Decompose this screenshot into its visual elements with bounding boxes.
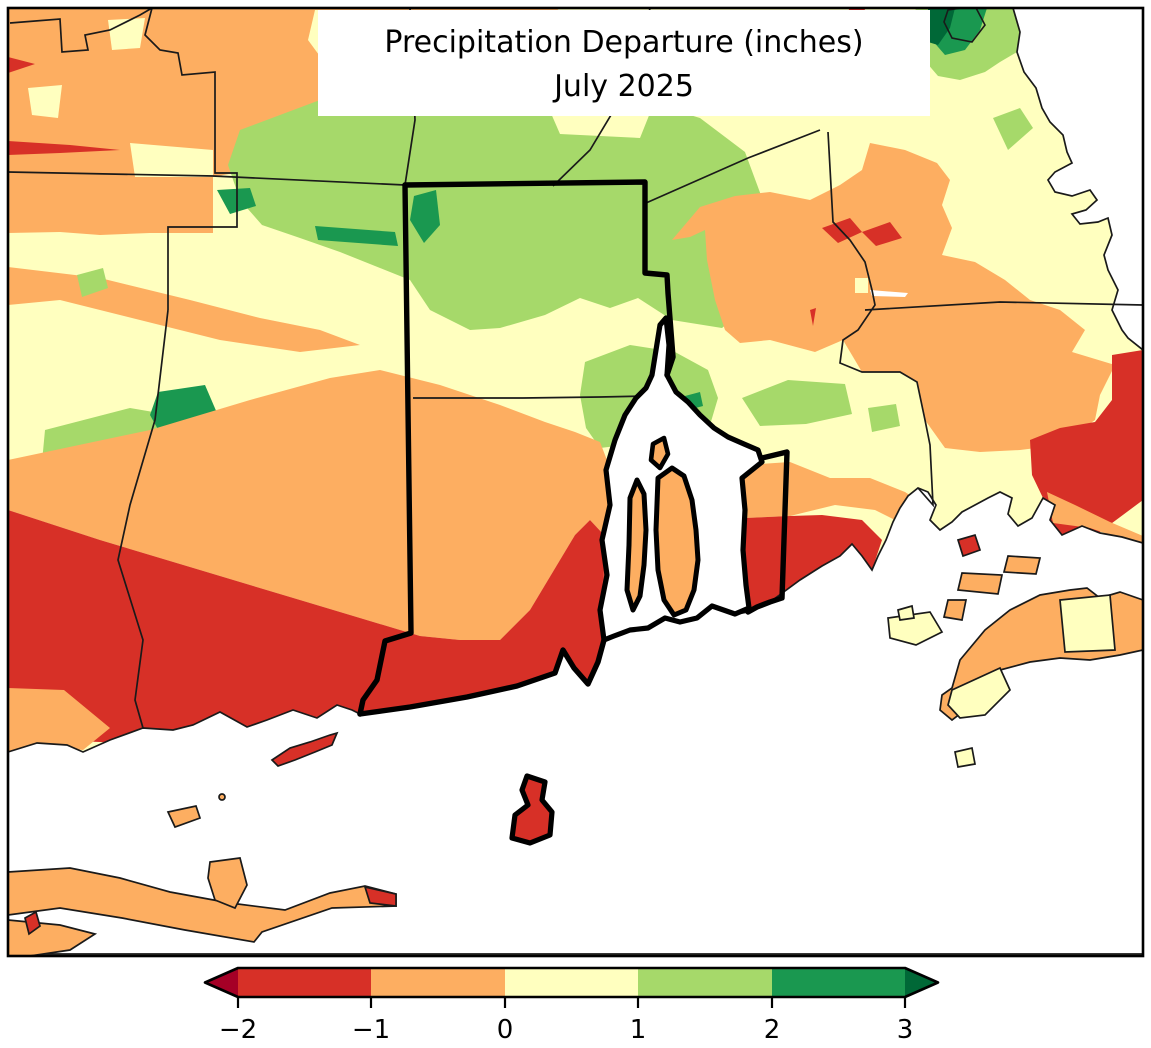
border-county-ma-northeast [645,129,821,204]
colorbar-segment-1-2 [638,968,772,997]
rhode-island-layer [357,179,790,846]
thin-borders-layer [8,8,1143,729]
contour-region-dark-green-patch [315,226,398,246]
contour-region-yellow-patch [108,18,145,50]
island-fishers [270,731,339,767]
border-county-plymouth-east [864,301,1143,311]
contour-region-green-diamond [742,380,852,426]
islands-layer [8,533,1143,956]
colorbar: −2 −1 0 1 2 3 [203,966,940,1045]
contour-region-red-sliver [810,308,816,326]
colorbar-segment-2-3 [772,968,905,997]
island-aquidneck [653,465,701,618]
island-elizabeth-2 [956,572,1004,595]
island-marthas-vineyard-yellow-east [1059,594,1116,653]
contour-region-green-diamond [993,108,1033,150]
contour-region-red-coastal-band [8,510,604,768]
island-long-island-montauk-tip [363,885,397,907]
contour-region-yellow-patch [28,85,62,118]
border-county-ct-south [117,309,169,729]
colorbar-tick-label: 2 [764,1015,781,1045]
island-conanicut [624,477,649,613]
ocean-massachusetts-bay [1012,8,1143,352]
colorbar-under-arrow [205,968,238,997]
island-red-islet-buzzards [956,533,982,558]
island-shelter [207,857,248,910]
colorbar-segment-neg1-0 [371,968,505,997]
ri-coast-south [357,637,607,717]
colorbar-segment-0-1 [505,968,638,997]
ri-border-east [745,449,790,615]
map-frame [6,6,1145,958]
title-background [318,10,930,116]
island-red-diamond [24,910,41,936]
island-plum [166,805,202,829]
border-county-ct-north [144,8,238,310]
contour-region-green-diamond [868,404,900,432]
border-county-bristol-plymouth [827,131,934,508]
contour-region-red-southeast [1030,350,1143,535]
island-prudence [648,435,671,471]
island-block [509,773,555,846]
contour-region-orange-buzzards-coast [1047,492,1143,546]
colorbar-tick-label: −1 [352,1015,390,1045]
ri-border-west [357,182,414,717]
colorbar-tick-label: 0 [497,1015,514,1045]
map-title: Precipitation Departure (inches) [384,25,863,60]
colorbar-over-arrow [905,968,938,997]
border-ct-ma [8,171,406,186]
island-elizabeth-1 [1002,555,1042,575]
border-county-ny-ct [9,8,153,53]
colorbar-tick-label: 1 [630,1015,647,1045]
contour-region-red-sliver [8,57,35,73]
colorbar-tick-label: −2 [219,1015,257,1045]
contour-region-orange-southeast-ma [672,143,1115,452]
title-box: Precipitation Departure (inches) July 20… [318,10,930,116]
island-gull-dot [218,793,226,801]
coastline-detail-loop [943,8,986,43]
contour-region-orange-band-south [8,370,612,640]
colorbar-segment-neg2-neg1 [238,968,371,997]
ocean-layer [8,8,1143,955]
contour-region-green-diamond [610,242,640,277]
map-subtitle: July 2025 [552,69,694,104]
contour-region-yellow-patch [130,143,213,177]
colorbar-ticks [236,997,907,1008]
island-nomans-land [954,746,976,768]
border-county-ri-interior [413,395,649,399]
island-marthas-vineyard-yellow-west [947,666,1012,719]
island-cuttyhunk-small [897,604,915,621]
colorbar-tick-label: 3 [897,1015,914,1045]
contour-region-darkest-green-over [928,8,955,45]
contour-region-green-diamond [77,268,108,297]
island-elizabeth-3 [942,599,968,621]
contour-region-dark-green-patch [410,190,440,243]
contour-region-red-diamond [862,222,902,246]
ri-border-north-and-northeast [402,179,676,378]
contour-region-red-sliver [8,141,120,155]
contour-region-yellow-patch [855,278,868,293]
contour-region-orange-coast-strip [8,688,110,752]
contour-region-pond [870,290,908,297]
